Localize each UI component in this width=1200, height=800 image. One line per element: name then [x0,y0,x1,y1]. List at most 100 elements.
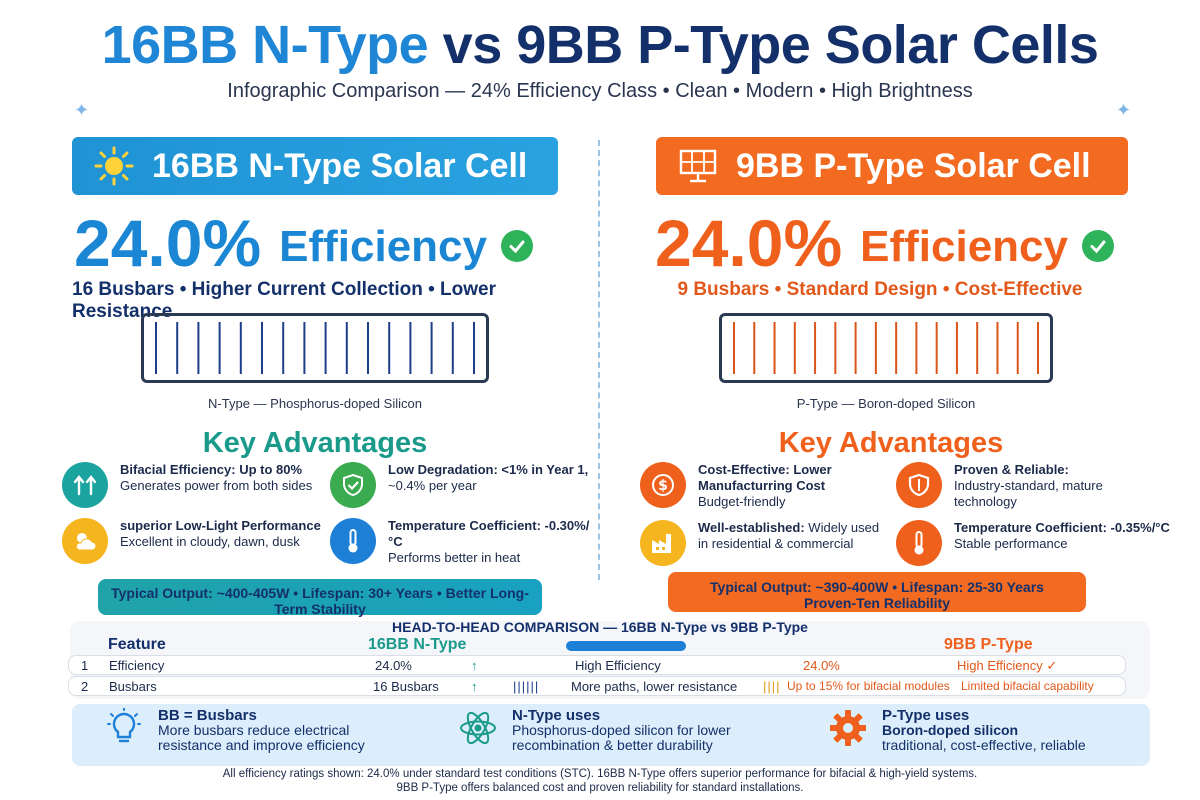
right-band-line2: Proven-Ten Reliability [804,595,950,611]
table-row: 2 Busbars 16 Busbars ↑ |||||| More paths… [68,676,1126,696]
row-p-value: Up to 15% for bifacial modules [787,679,950,693]
info-p-type: P-Type uses Boron-doped silicon traditio… [828,708,1086,753]
n-type-busbars [155,322,475,374]
sun-icon [94,146,134,186]
check-icon [1082,230,1115,262]
advantage-title: Temperature Coefficient: -0.30%/°C [388,518,590,549]
row-p-value: 24.0% [803,658,840,673]
right-advantage-3: Well-established: Widely used in resident… [640,520,896,566]
thermometer-icon [896,520,942,566]
shield-icon [896,462,942,508]
info-busbars: BB = Busbars More busbars reduce electri… [104,708,365,753]
row-n-note: More paths, lower resistance [571,679,738,694]
right-band-line1: Typical Output: ~390-400W • Lifespan: 25… [710,579,1044,595]
left-advantage-2: Low Degradation: <1% in Year 1, ~0.4% per… [330,462,590,508]
left-heading-label: 16BB N-Type Solar Cell [152,146,528,185]
row-feature: Busbars [109,679,157,694]
n-type-cell-diagram [141,313,489,383]
title-part1: 16BB N-Type [101,15,429,75]
column-header-n-type: 16BB N-Type [368,636,467,653]
page-title: 16BB N-Type vs 9BB P-Type Solar Cells [0,14,1200,76]
advantage-desc: Industry-standard, mature [954,478,1103,493]
row-feature: Efficiency [109,658,165,673]
left-cell-caption: N-Type — Phosphorus-doped Silicon [208,396,422,411]
left-advantage-4: Temperature Coefficient: -0.30%/°C Perfor… [330,518,590,566]
advantage-desc: Stable performance [954,536,1068,551]
advantage-title-2: Manufacturring Cost [698,478,826,493]
sparkle-icon: ✦ [74,100,90,120]
left-efficiency-word: Efficiency [279,222,488,271]
info-title: N-Type uses [512,707,601,724]
lightbulb-icon [104,708,144,748]
center-divider [598,140,600,580]
left-heading: 16BB N-Type Solar Cell [72,137,558,195]
atom-icon [458,708,498,748]
advantage-title: Low Degradation: <1% in Year 1, [388,462,589,477]
info-title: P-Type uses [882,707,970,724]
advantage-title: Temperature Coefficient: -0.35%/°C [954,520,1170,535]
advantage-desc: Performs better in heat [388,550,521,565]
thermometer-icon [330,518,376,564]
right-heading-label: 9BB P-Type Solar Cell [736,146,1091,185]
info-line: traditional, cost-effective, reliable [882,737,1086,753]
column-header-p-type: 9BB P-Type [944,636,1033,653]
right-key-advantages-title: Key Advantages [778,427,1004,459]
right-advantage-2: Proven & Reliable: Industry-standard, mat… [896,462,1186,510]
title-part2: vs 9BB P-Type Solar Cells [442,15,1099,75]
cloud-sun-icon [62,518,108,564]
right-features: 9 Busbars • Standard Design • Cost-Effec… [677,279,1083,300]
right-heading: 9BB P-Type Solar Cell [656,137,1128,195]
info-line: resistance and improve efficiency [158,737,365,753]
right-cell-caption: P-Type — Boron-doped Silicon [796,396,976,411]
row-n-value: 16 Busbars [373,679,439,694]
gear-icon [828,708,868,748]
advantage-title: Cost-Effective: Lower [698,462,832,477]
arrows-up-icon [62,462,108,508]
busbar-glyph-icon: |||||| [513,679,540,694]
comparison-title-underline [566,641,686,651]
advantage-desc: in residential & commercial [698,536,854,551]
advantage-title: Well-established: [698,520,805,535]
info-line: Boron-doped silicon [882,722,1019,738]
left-summary-band: Typical Output: ~400-405W • Lifespan: 30… [98,579,542,617]
solar-panel-icon [678,146,718,186]
info-strip [72,704,1150,766]
advantage-title: superior Low-Light Performance [120,518,321,533]
shield-check-icon [330,462,376,508]
p-type-busbars [733,322,1039,374]
advantage-desc: Excellent in cloudy, dawn, dusk [120,534,300,549]
right-advantage-4: Temperature Coefficient: -0.35%/°C Stable… [896,520,1196,566]
left-features: 16 Busbars • Higher Current Collection •… [72,279,496,322]
row-number: 1 [81,658,89,673]
right-efficiency: 24.0% Efficiency [655,205,1115,281]
advantage-title-rest: Widely used [804,520,880,535]
dollar-coin-icon: $ [640,462,686,508]
advantage-desc: Budget-friendly [698,494,786,509]
table-row: 1 Efficiency 24.0% ↑ High Efficiency 24.… [68,655,1126,675]
right-efficiency-value: 24.0% [655,206,843,280]
row-p-note: High Efficiency ✓ [957,658,1058,673]
info-line: recombination & better durability [512,737,713,753]
check-icon [501,230,534,262]
advantage-desc: Generates power from both sides [120,478,313,493]
left-advantage-1: Bifacial Efficiency: Up to 80% Generates … [62,462,332,508]
info-line: More busbars reduce electrical [158,722,350,738]
right-efficiency-word: Efficiency [860,222,1069,271]
right-advantage-1: $ Cost-Effective: Lower Manufacturring Co… [640,462,896,510]
info-line: Phosphorus-doped silicon for lower [512,722,731,738]
arrow-up-icon: ↑ [471,679,478,694]
arrow-up-icon: ↑ [471,658,478,673]
footer-line-2: 9BB P-Type offers balanced cost and prov… [396,782,804,794]
factory-icon [640,520,686,566]
page-subtitle: Infographic Comparison — 24% Efficiency … [227,80,973,102]
sparkle-icon: ✦ [1116,100,1132,120]
advantage-desc: ~0.4% per year [388,478,477,493]
row-p-note: Limited bifacial capability [961,679,1094,693]
row-number: 2 [81,679,89,694]
p-type-cell-diagram [719,313,1053,383]
row-n-note: High Efficiency [575,658,661,673]
advantage-title: Bifacial Efficiency: Up to 80% [120,462,303,477]
left-efficiency-value: 24.0% [74,206,262,280]
left-efficiency: 24.0% Efficiency [74,205,534,281]
footer-line-1: All efficiency ratings shown: 24.0% unde… [222,768,978,780]
